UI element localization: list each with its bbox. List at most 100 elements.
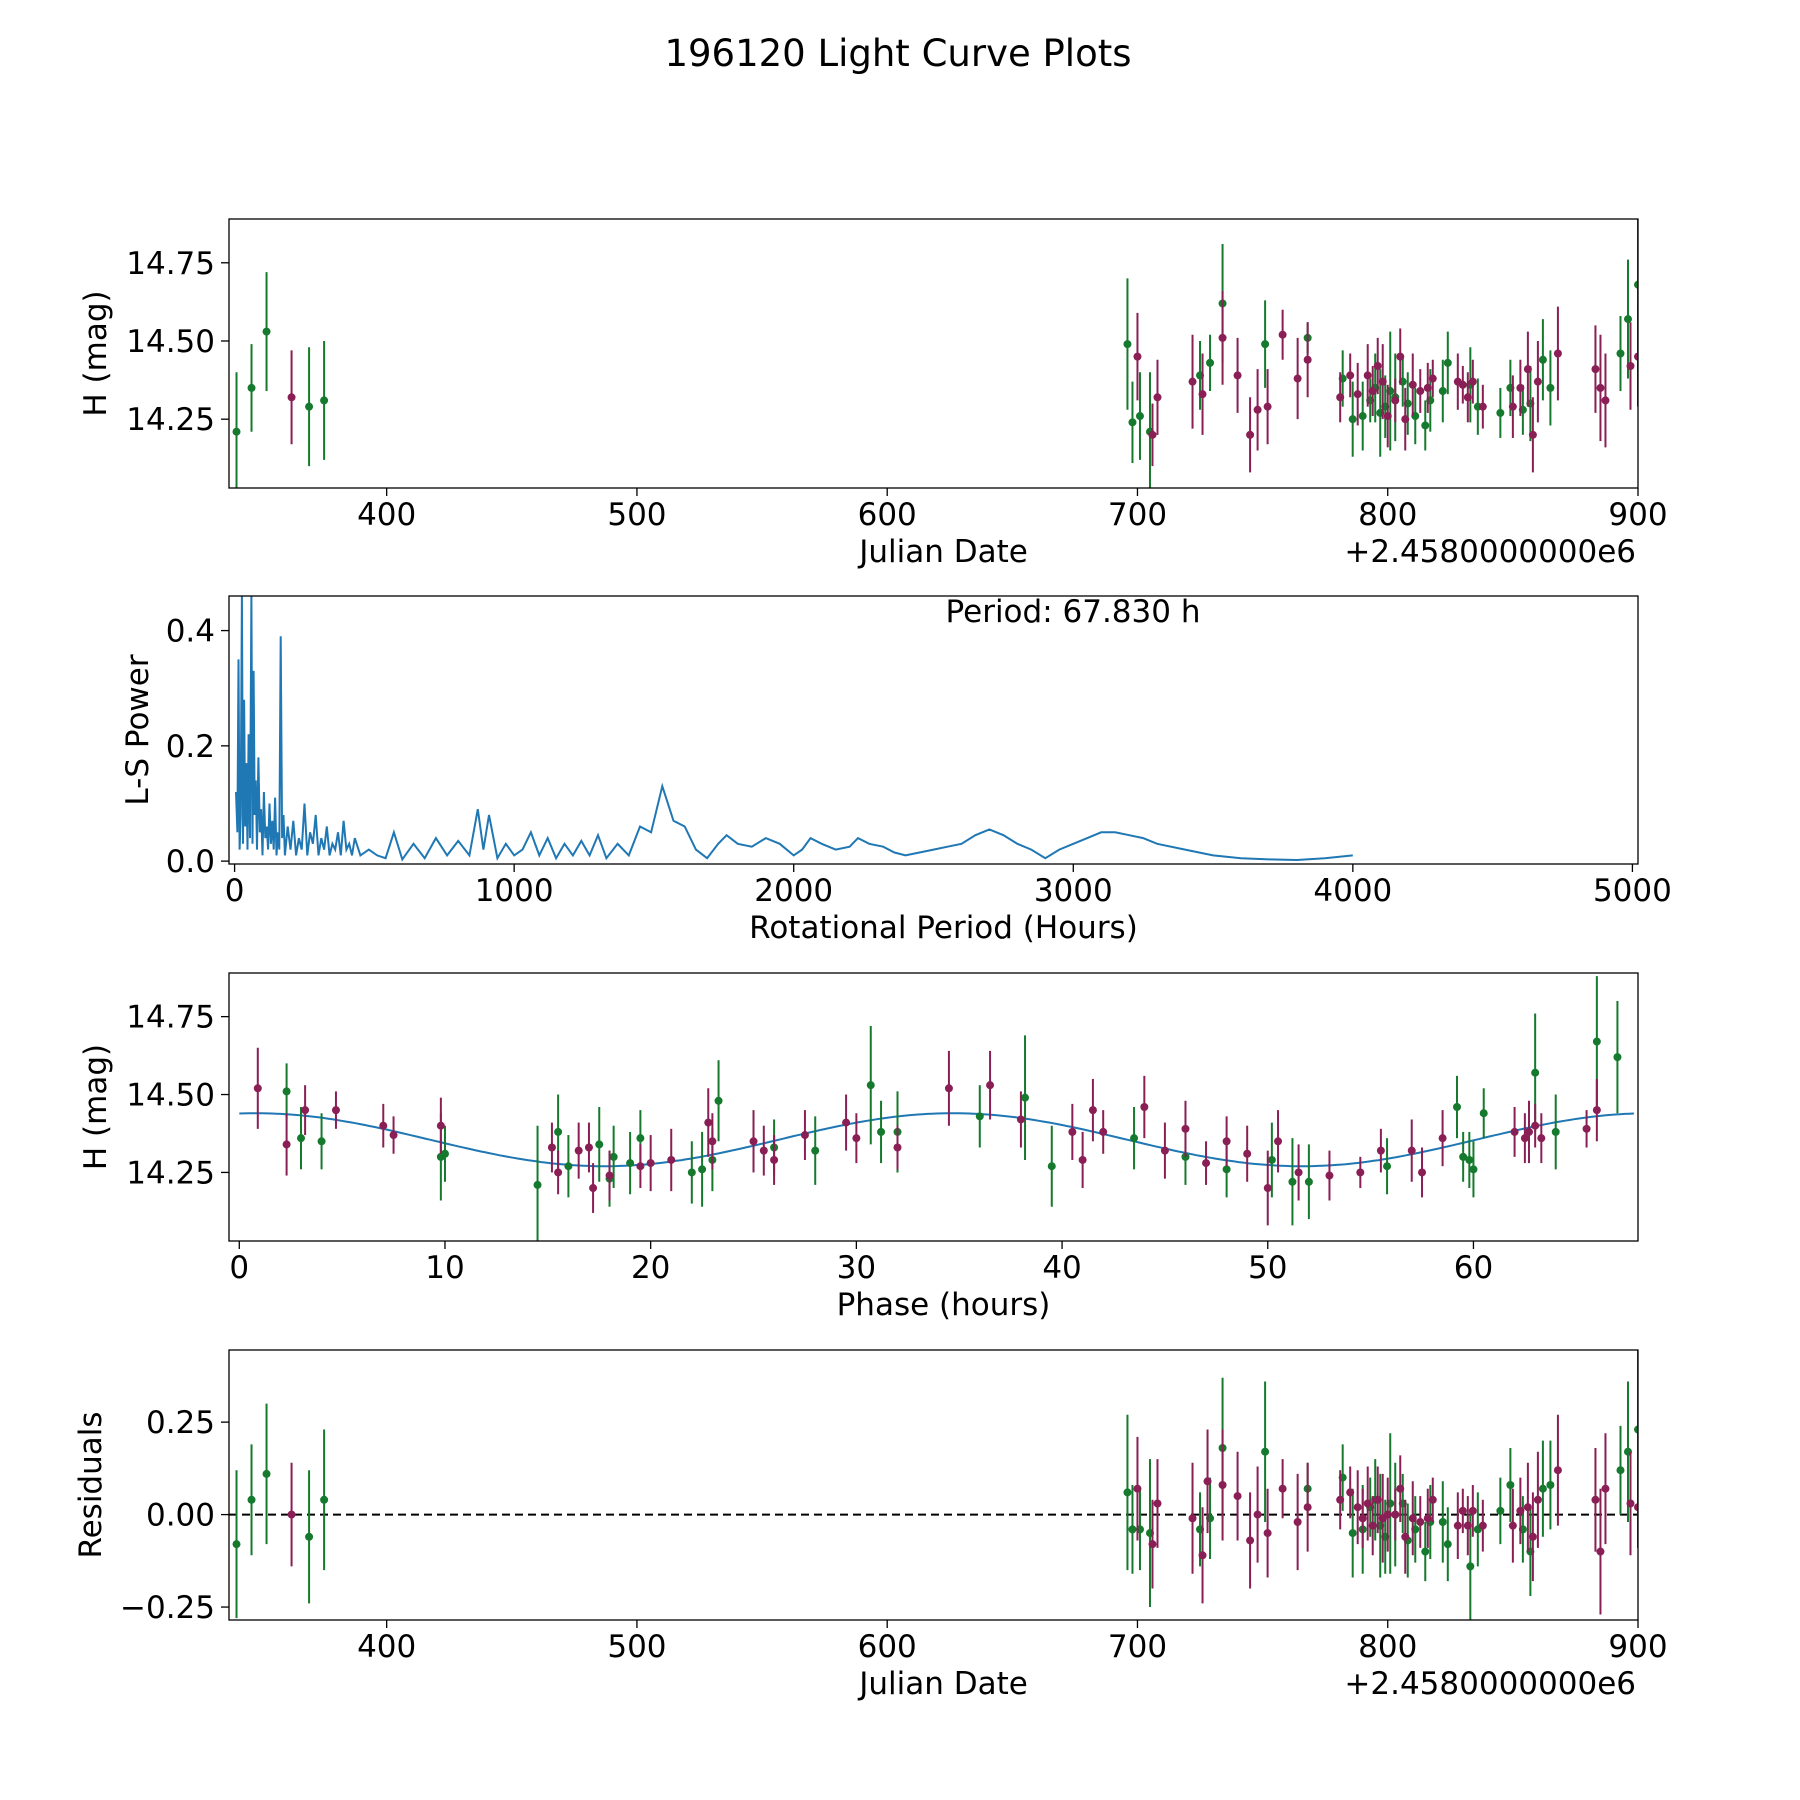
- data-point-purple: [1523, 365, 1532, 374]
- y-tick-label: 14.50: [126, 324, 215, 360]
- data-point-purple: [584, 1143, 593, 1152]
- data-point-purple: [1524, 1127, 1533, 1136]
- data-point-purple: [1376, 1146, 1385, 1155]
- data-point-purple: [589, 1184, 598, 1193]
- data-point-green: [1358, 412, 1367, 421]
- x-tick-label: 600: [858, 1629, 917, 1665]
- data-point-green: [1222, 1165, 1231, 1174]
- data-point-purple: [1596, 1547, 1605, 1556]
- x-tick-label: 50: [1248, 1250, 1287, 1286]
- data-point-purple: [1303, 1503, 1312, 1512]
- data-point-purple: [1218, 333, 1227, 342]
- data-point-green: [1128, 1525, 1137, 1534]
- data-point-purple: [331, 1106, 340, 1115]
- data-point-purple: [1516, 1506, 1525, 1515]
- x-tick-label: 500: [607, 1629, 666, 1665]
- data-point-green: [247, 383, 256, 392]
- data-point-green: [1465, 1155, 1474, 1164]
- data-point-purple: [1088, 1106, 1097, 1115]
- data-point-green: [1613, 1053, 1622, 1062]
- data-point-purple: [1601, 396, 1610, 405]
- figure-title: 196120 Light Curve Plots: [664, 32, 1131, 75]
- data-point-green: [1443, 358, 1452, 367]
- data-point-purple: [379, 1121, 388, 1130]
- x-tick-label: 700: [1108, 1629, 1167, 1665]
- y-tick-label: 14.25: [126, 1155, 215, 1191]
- data-point-green: [1348, 1529, 1357, 1538]
- data-point-purple: [1510, 1127, 1519, 1136]
- periodogram-line: [235, 596, 1353, 862]
- data-point-green: [1443, 1540, 1452, 1549]
- data-point-purple: [749, 1137, 758, 1146]
- data-point-purple: [1293, 1517, 1302, 1526]
- data-point-purple: [1222, 1137, 1231, 1146]
- data-point-green: [1135, 412, 1144, 421]
- data-point-purple: [554, 1168, 563, 1177]
- y-tick-label: 14.25: [126, 402, 215, 438]
- data-point-green: [975, 1112, 984, 1121]
- data-point-purple: [1378, 377, 1387, 386]
- lightcurve-panel: 400 500 600 700 800 900 14.25 14.50 14.75 Julian …: [78, 218, 1668, 570]
- x-tick-label: 10: [425, 1250, 464, 1286]
- data-point-purple: [1188, 377, 1197, 386]
- data-point-green: [1421, 1547, 1430, 1556]
- data-point-purple: [1591, 1495, 1600, 1504]
- data-point-purple: [1160, 1146, 1169, 1155]
- data-point-purple: [1533, 377, 1542, 386]
- data-point-purple: [253, 1084, 262, 1093]
- y-tick-label: 14.75: [126, 246, 215, 282]
- y-tick-label: 14.75: [126, 1000, 215, 1036]
- data-point-purple: [1592, 1106, 1601, 1115]
- data-point-purple: [1293, 374, 1302, 383]
- data-point-purple: [800, 1131, 809, 1140]
- data-point-purple: [1246, 430, 1255, 439]
- lightcurve-frame: [228, 218, 1639, 489]
- data-point-purple: [1346, 371, 1355, 380]
- data-point-green: [866, 1081, 875, 1090]
- data-point-purple: [287, 1510, 296, 1519]
- data-point-purple: [1478, 402, 1487, 411]
- data-point-green: [1438, 1517, 1447, 1526]
- phase-panel: 0 10 20 30 40 50 60 14.25 14.50 14.75 Phase (hours…: [78, 972, 1639, 1323]
- data-point-purple: [1303, 355, 1312, 364]
- data-point-purple: [1198, 390, 1207, 399]
- data-point-purple: [1325, 1171, 1334, 1180]
- data-point-green: [317, 1137, 326, 1146]
- data-point-purple: [1253, 1510, 1262, 1519]
- data-point-green: [1634, 1425, 1638, 1434]
- data-point-purple: [1396, 1484, 1405, 1493]
- data-point-green: [1261, 340, 1270, 349]
- data-point-purple: [1423, 383, 1432, 392]
- data-point-green: [1592, 1037, 1601, 1046]
- data-point-green: [320, 396, 329, 405]
- data-point-green: [1616, 1466, 1625, 1475]
- y-tick-label: 0.25: [146, 1405, 215, 1441]
- phase-plot-area: [239, 976, 1634, 1241]
- data-point-purple: [944, 1084, 953, 1093]
- data-point-purple: [1233, 1492, 1242, 1501]
- data-point-purple: [1140, 1103, 1149, 1111]
- data-point-purple: [1391, 1510, 1400, 1519]
- data-point-green: [1496, 408, 1505, 417]
- data-point-green: [1261, 1447, 1270, 1456]
- data-point-green: [687, 1168, 696, 1177]
- phase-x-axis-label: Phase (hours): [837, 1287, 1051, 1323]
- data-point-green: [296, 1134, 305, 1143]
- data-point-purple: [646, 1159, 655, 1168]
- model-fit-curve: [239, 1112, 1634, 1168]
- data-point-purple: [1356, 1168, 1365, 1177]
- y-tick-label: −0.25: [120, 1590, 215, 1626]
- data-point-purple: [1148, 1540, 1157, 1549]
- data-point-green: [1123, 340, 1132, 349]
- data-point-purple: [708, 1137, 717, 1146]
- data-point-purple: [1520, 1134, 1529, 1143]
- data-point-green: [262, 327, 271, 336]
- data-point-purple: [704, 1118, 713, 1127]
- x-tick-label: 600: [858, 497, 917, 533]
- data-point-purple: [1458, 1506, 1467, 1515]
- x-tick-label: 800: [1358, 1629, 1417, 1665]
- data-point-purple: [1016, 1115, 1025, 1124]
- data-point-green: [636, 1134, 645, 1143]
- y-tick-label: 0.00: [146, 1498, 215, 1534]
- data-point-purple: [1423, 1514, 1432, 1523]
